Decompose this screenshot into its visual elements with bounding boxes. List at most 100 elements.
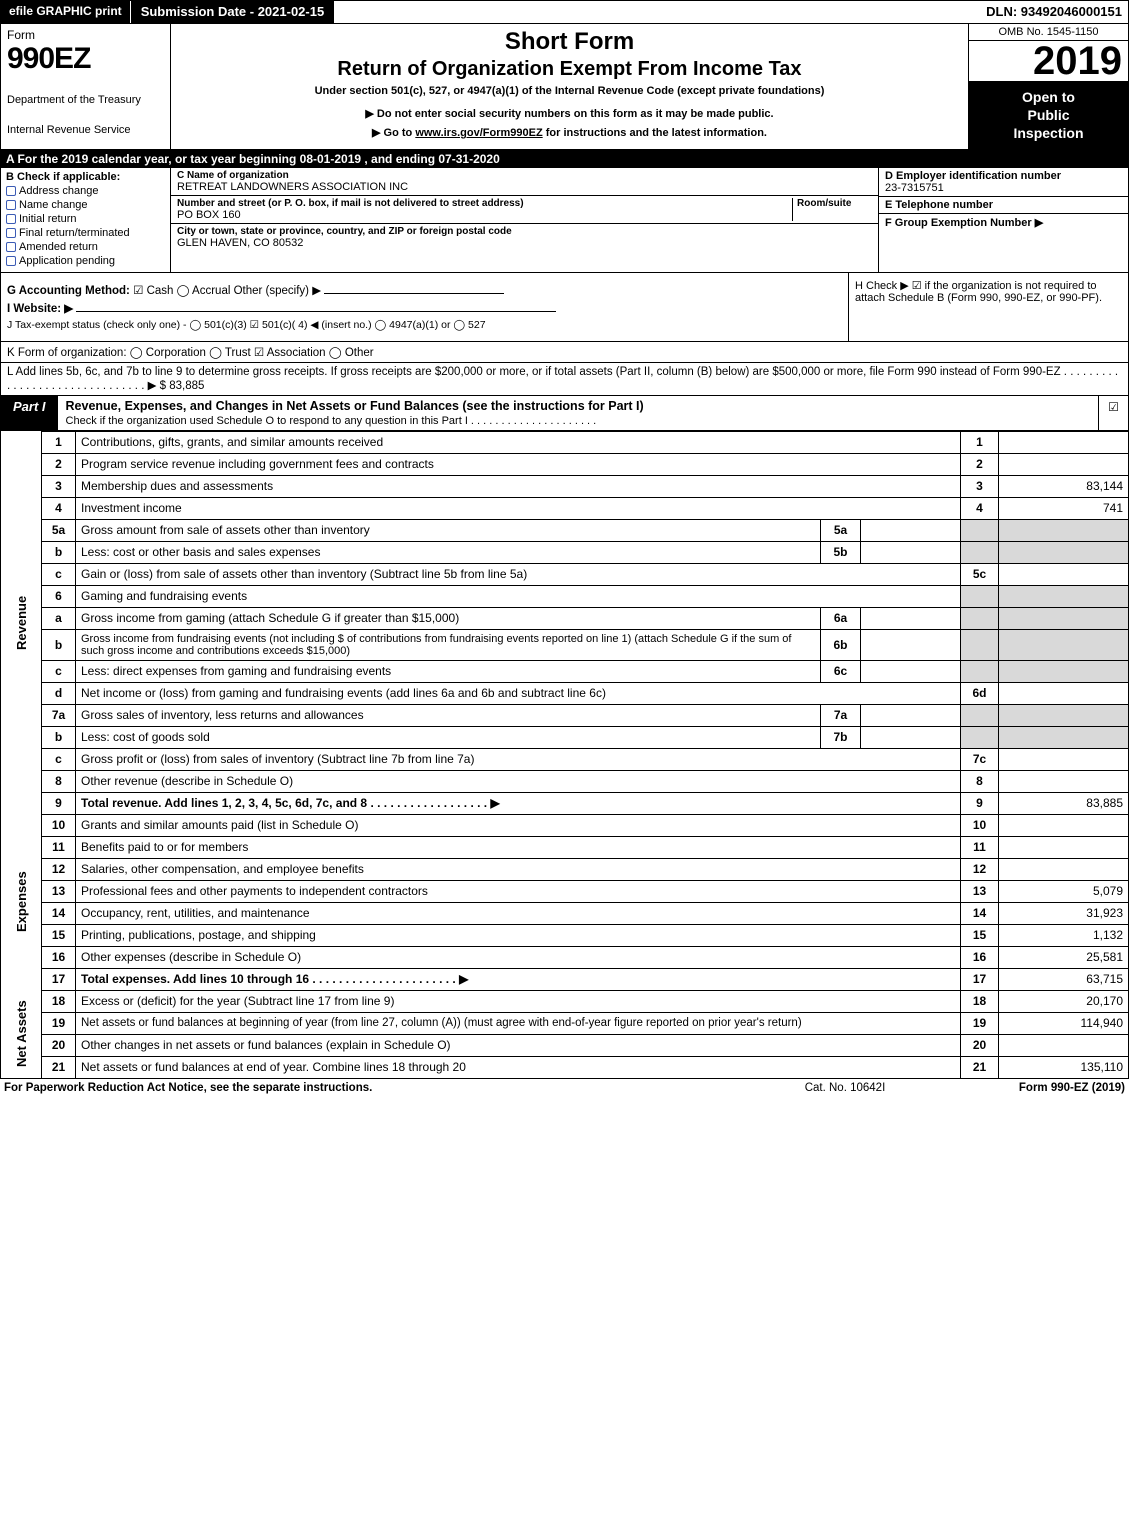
row-17: 17 Total expenses. Add lines 10 through … — [1, 968, 1129, 990]
val-2 — [999, 453, 1129, 475]
nc-4: 4 — [961, 497, 999, 519]
row-6c: c Less: direct expenses from gaming and … — [1, 660, 1129, 682]
desc-12: Salaries, other compensation, and employ… — [76, 858, 961, 880]
sv-5a — [861, 519, 961, 541]
chk-final-return[interactable]: Final return/terminated — [6, 227, 165, 239]
part1-header: Part I Revenue, Expenses, and Changes in… — [0, 396, 1129, 431]
sv-6a — [861, 607, 961, 629]
footer-mid: Cat. No. 10642I — [765, 1082, 925, 1094]
nc-2: 2 — [961, 453, 999, 475]
submission-date: Submission Date - 2021-02-15 — [131, 1, 335, 23]
header-right: OMB No. 1545-1150 2019 Open to Public In… — [968, 24, 1128, 149]
line-j: J Tax-exempt status (check only one) - ◯… — [7, 319, 842, 331]
val-13: 5,079 — [999, 880, 1129, 902]
footer-left: For Paperwork Reduction Act Notice, see … — [4, 1082, 765, 1094]
val-14: 31,923 — [999, 902, 1129, 924]
row-1: Revenue 1 Contributions, gifts, grants, … — [1, 431, 1129, 453]
desc-4: Investment income — [76, 497, 961, 519]
row-6a: a Gross income from gaming (attach Sched… — [1, 607, 1129, 629]
nc-21: 21 — [961, 1056, 999, 1078]
chk-application-pending[interactable]: Application pending — [6, 255, 165, 267]
part1-schedule-o-check[interactable]: ☑ — [1098, 396, 1128, 430]
nc-12: 12 — [961, 858, 999, 880]
val-5c — [999, 563, 1129, 585]
row-16: 16 Other expenses (describe in Schedule … — [1, 946, 1129, 968]
line-a-tax-year: A For the 2019 calendar year, or tax yea… — [0, 150, 1129, 168]
ln-9: 9 — [42, 792, 76, 814]
footer: For Paperwork Reduction Act Notice, see … — [0, 1079, 1129, 1097]
netassets-sidelabel: Net Assets — [1, 990, 42, 1078]
chk-amended-return[interactable]: Amended return — [6, 241, 165, 253]
desc-6d: Net income or (loss) from gaming and fun… — [76, 682, 961, 704]
val-9: 83,885 — [999, 792, 1129, 814]
row-18: Net Assets 18 Excess or (deficit) for th… — [1, 990, 1129, 1012]
desc-8: Other revenue (describe in Schedule O) — [76, 770, 961, 792]
ln-6: 6 — [42, 585, 76, 607]
val-8 — [999, 770, 1129, 792]
row-11: 11 Benefits paid to or for members 11 — [1, 836, 1129, 858]
revenue-sidelabel: Revenue — [1, 431, 42, 814]
desc-7b: Less: cost of goods sold — [76, 726, 821, 748]
sc-7a: 7a — [821, 704, 861, 726]
desc-5a: Gross amount from sale of assets other t… — [76, 519, 821, 541]
val-20 — [999, 1034, 1129, 1056]
desc-17: Total expenses. Add lines 10 through 16 … — [76, 968, 961, 990]
val-5a-shade — [999, 519, 1129, 541]
irs-link[interactable]: www.irs.gov/Form990EZ — [415, 127, 542, 139]
ln-17: 17 — [42, 968, 76, 990]
ln-3: 3 — [42, 475, 76, 497]
val-16: 25,581 — [999, 946, 1129, 968]
inspection-line1: Open to — [971, 88, 1126, 106]
ln-5b: b — [42, 541, 76, 563]
desc-11: Benefits paid to or for members — [76, 836, 961, 858]
nc-17: 17 — [961, 968, 999, 990]
section-b-title: B Check if applicable: — [6, 171, 165, 183]
gij-left: G Accounting Method: ☑ Cash ◯ Accrual Ot… — [1, 273, 848, 341]
chk-initial-return[interactable]: Initial return — [6, 213, 165, 225]
sc-6c: 6c — [821, 660, 861, 682]
i-label: I Website: ▶ — [7, 303, 73, 315]
val-10 — [999, 814, 1129, 836]
desc-1: Contributions, gifts, grants, and simila… — [76, 431, 961, 453]
row-10: Expenses 10 Grants and similar amounts p… — [1, 814, 1129, 836]
j-label: J Tax-exempt status (check only one) - ◯… — [7, 319, 486, 331]
street-value: PO BOX 160 — [177, 209, 792, 221]
header-center: Short Form Return of Organization Exempt… — [171, 24, 968, 149]
desc-5b: Less: cost or other basis and sales expe… — [76, 541, 821, 563]
nc-5b-shade — [961, 541, 999, 563]
nc-1: 1 — [961, 431, 999, 453]
short-form-title: Short Form — [179, 28, 960, 56]
nc-6-shade — [961, 585, 999, 607]
desc-6: Gaming and fundraising events — [76, 585, 961, 607]
val-7b-shade — [999, 726, 1129, 748]
return-subline: Under section 501(c), 527, or 4947(a)(1)… — [179, 85, 960, 97]
ln-8: 8 — [42, 770, 76, 792]
line-l: L Add lines 5b, 6c, and 7b to line 9 to … — [0, 363, 1129, 396]
chk-name-change[interactable]: Name change — [6, 199, 165, 211]
efile-print-button[interactable]: efile GRAPHIC print — [1, 1, 131, 23]
part1-title: Revenue, Expenses, and Changes in Net As… — [66, 399, 644, 413]
nc-18: 18 — [961, 990, 999, 1012]
group-exemption-label: F Group Exemption Number ▶ — [885, 216, 1122, 229]
chk-address-change[interactable]: Address change — [6, 185, 165, 197]
dept-irs: Internal Revenue Service — [7, 124, 164, 136]
val-5b-shade — [999, 541, 1129, 563]
sv-7a — [861, 704, 961, 726]
line-i: I Website: ▶ — [7, 301, 842, 315]
row-6d: d Net income or (loss) from gaming and f… — [1, 682, 1129, 704]
phone-row: E Telephone number — [879, 197, 1128, 214]
val-1 — [999, 431, 1129, 453]
val-12 — [999, 858, 1129, 880]
ln-6b: b — [42, 629, 76, 660]
city-row: City or town, state or province, country… — [171, 224, 878, 251]
sv-6c — [861, 660, 961, 682]
nc-9: 9 — [961, 792, 999, 814]
info-block: B Check if applicable: Address change Na… — [0, 168, 1129, 273]
ln-7b: b — [42, 726, 76, 748]
group-exemption-row: F Group Exemption Number ▶ — [879, 214, 1128, 272]
sc-5a: 5a — [821, 519, 861, 541]
desc-20: Other changes in net assets or fund bala… — [76, 1034, 961, 1056]
row-20: 20 Other changes in net assets or fund b… — [1, 1034, 1129, 1056]
nc-3: 3 — [961, 475, 999, 497]
row-7b: b Less: cost of goods sold 7b — [1, 726, 1129, 748]
